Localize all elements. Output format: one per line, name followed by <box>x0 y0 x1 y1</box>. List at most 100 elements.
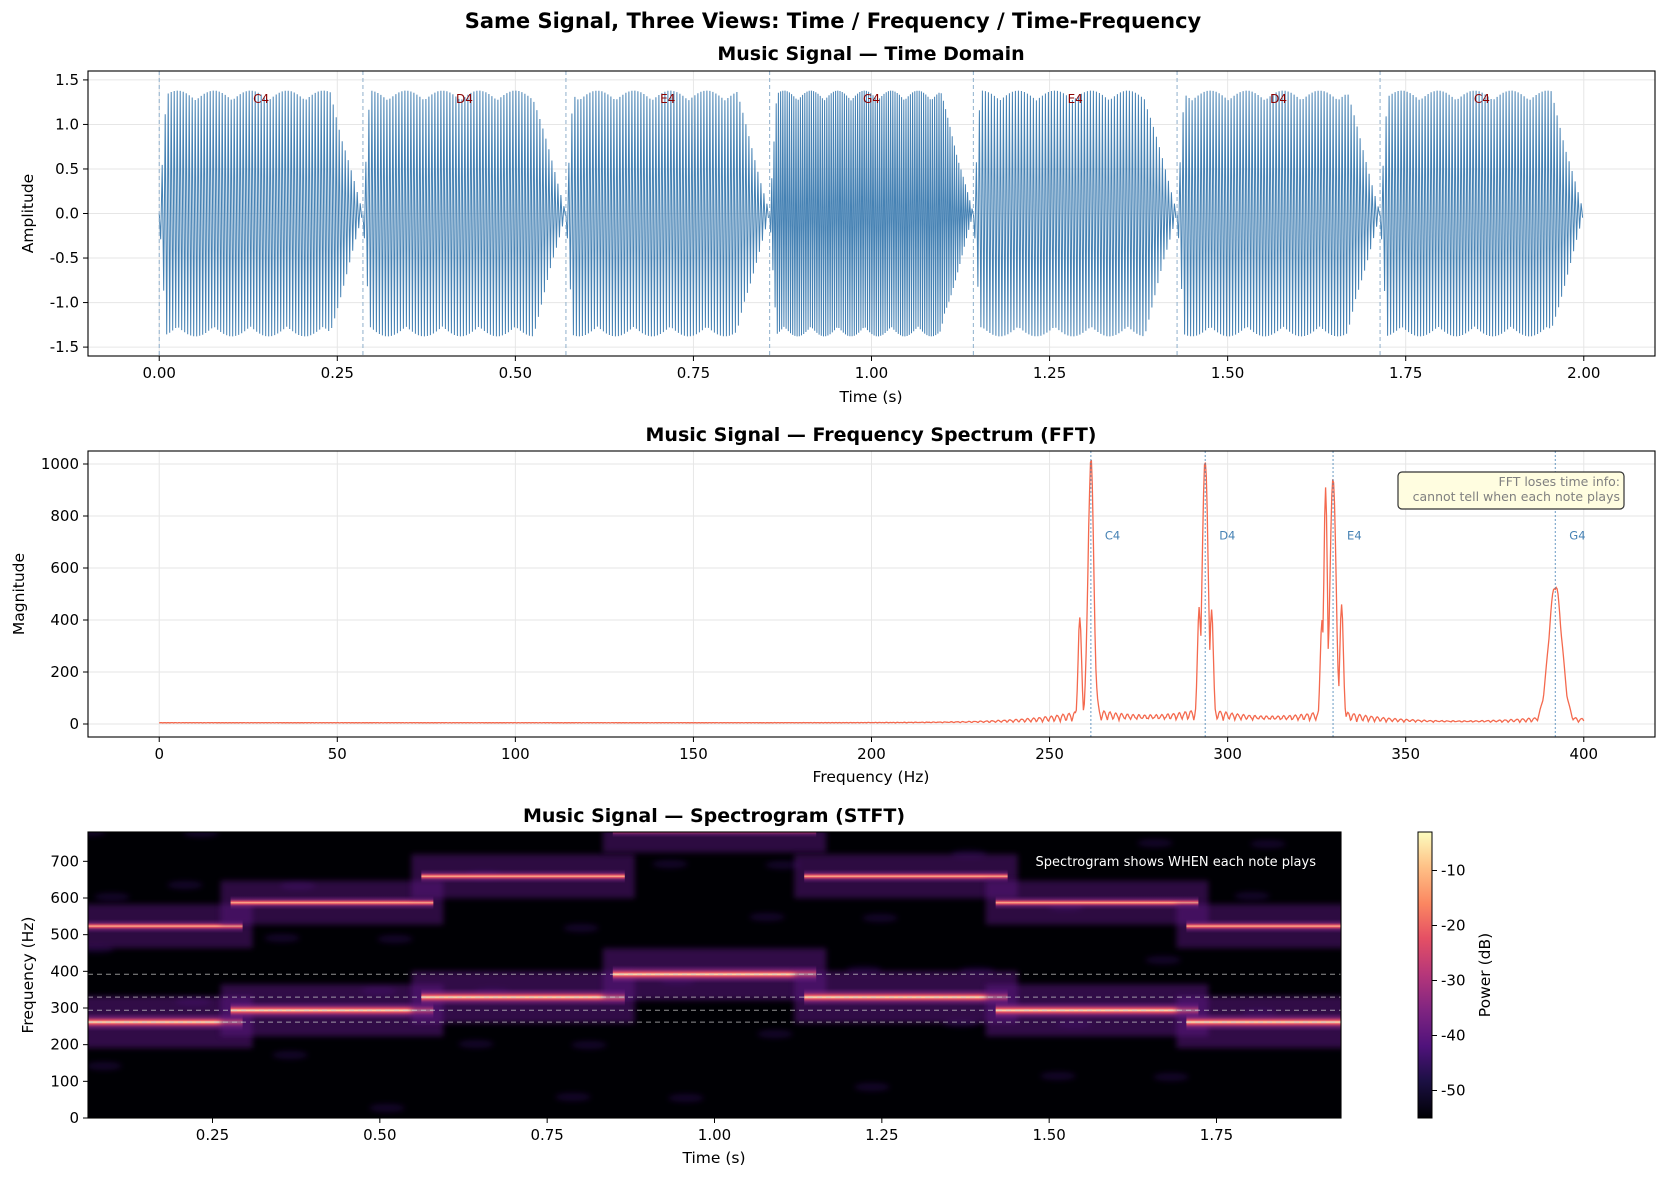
spectrogram-band-harmonic <box>230 895 434 910</box>
spectrogram-noise-blob <box>749 913 785 921</box>
fft-xtick-label: 0 <box>154 745 164 763</box>
fft-ylabel: Magnitude <box>10 553 28 635</box>
spectrogram-noise-blob <box>652 860 688 868</box>
time-domain-xlabel: Time (s) <box>838 388 902 406</box>
spectrogram-noise-blob <box>458 1040 494 1048</box>
fft-xtick-label: 350 <box>1391 745 1420 763</box>
spectrogram-ytick-label: 0 <box>69 1109 79 1127</box>
fft-ytick-label: 800 <box>50 507 79 525</box>
spectrogram-title: Music Signal — Spectrogram (STFT) <box>523 805 905 827</box>
spectrogram-xtick-label: 1.50 <box>1032 1126 1065 1144</box>
spectrogram-noise-blob <box>862 914 898 922</box>
spectrogram-noise-blob <box>88 1062 122 1070</box>
time-domain-ytick-label: -1.5 <box>50 338 79 356</box>
spectrogram-xtick-label: 0.25 <box>196 1126 229 1144</box>
note-label-c4: C4 <box>1474 92 1490 106</box>
spectrogram-noise-blob <box>563 924 599 932</box>
spectrogram-ytick-label: 400 <box>50 962 79 980</box>
waveform-note-c4 <box>158 90 363 337</box>
time-domain-title: Music Signal — Time Domain <box>717 43 1024 65</box>
fft-xlabel: Frequency (Hz) <box>813 768 930 786</box>
fft-panel: C4 D4 E4 G4 0 50 100 150 200 250 300 350 400 0 200 400… <box>10 424 1656 786</box>
waveform-note-c4 <box>1379 90 1584 337</box>
spectrogram-xlabel: Time (s) <box>681 1149 745 1167</box>
fft-peak-label-d4: D4 <box>1219 528 1235 542</box>
note-label-d4: D4 <box>1270 92 1287 106</box>
time-domain-ytick-label: -1.0 <box>50 294 79 312</box>
spectrogram-panel: 0.25 0.50 0.75 1.00 1.25 1.50 1.75 0 100 200 300 40… <box>19 805 1342 1167</box>
spectrogram-ytick-label: 500 <box>50 926 79 944</box>
time-domain-ytick-label: 0.5 <box>55 160 79 178</box>
time-domain-ytick-label: 0.0 <box>55 205 79 223</box>
spectrogram-noise-blob <box>1040 1072 1076 1080</box>
colorbar-tick-label: -30 <box>1441 972 1466 990</box>
waveform-note-d4 <box>362 90 566 337</box>
fft-ytick-label: 600 <box>50 559 79 577</box>
time-domain-ylabel: Amplitude <box>19 174 37 253</box>
spectrogram-noise-blob <box>765 861 801 869</box>
spectrogram-ylabel: Frequency (Hz) <box>19 917 37 1034</box>
fft-annotation-box: FFT loses time info: cannot tell when ea… <box>1397 471 1625 510</box>
colorbar-label: Power (dB) <box>1476 933 1494 1017</box>
fft-ytick-label: 200 <box>50 663 79 681</box>
fft-xtick-label: 150 <box>679 745 708 763</box>
spectrogram-band-harmonic <box>804 869 1008 884</box>
time-domain-xtick-label: 1.00 <box>855 364 888 382</box>
spectrogram-band-harmonic <box>612 832 817 838</box>
fft-spectrum-line <box>158 459 1585 724</box>
fft-peak-label-g4: G4 <box>1569 528 1585 542</box>
waveform-note-e4 <box>972 90 1177 337</box>
spectrogram-noise-blob <box>264 934 300 942</box>
spectrogram-xtick-label: 0.50 <box>363 1126 396 1144</box>
spectrogram-annotation: Spectrogram shows WHEN each note plays <box>1035 855 1316 870</box>
fft-ytick-label: 400 <box>50 611 79 629</box>
colorbar-gradient <box>1417 831 1433 1119</box>
fft-annotation-line1: FFT loses time info: <box>1499 474 1620 489</box>
spectrogram-noise-blob <box>571 1041 607 1049</box>
spectrogram-noise-blob <box>757 1030 793 1038</box>
spectrogram-noise-blob <box>1137 839 1173 847</box>
spectrogram-noise-blob <box>1234 892 1270 900</box>
time-domain-xtick-label: 1.50 <box>1211 364 1244 382</box>
spectrogram-ytick-label: 700 <box>50 852 79 870</box>
time-domain-xtick-label: 1.75 <box>1389 364 1422 382</box>
spectrogram-xtick-label: 0.75 <box>530 1126 563 1144</box>
colorbar-tick-label: -20 <box>1441 917 1466 935</box>
spectrogram-noise-blob <box>668 1094 704 1102</box>
fft-xtick-label: 50 <box>328 745 347 763</box>
time-domain-xtick-label: 0.75 <box>677 364 710 382</box>
spectrogram-noise-blob <box>183 832 219 837</box>
fft-peak-label-c4: C4 <box>1105 528 1120 542</box>
time-domain-panel: C4 D4 E4 G4 E4 D4 C4 0.00 0.25 0.50 0.75 1.00 1.25 1… <box>19 43 1656 406</box>
fft-xtick-label: 250 <box>1035 745 1064 763</box>
spectrogram-xtick-label: 1.75 <box>1200 1126 1233 1144</box>
spectrogram-ytick-label: 300 <box>50 999 79 1017</box>
spectrogram-noise-blob <box>94 893 130 901</box>
colorbar: -10 -20 -30 -40 -50 Power (dB) <box>1417 831 1494 1119</box>
spectrogram-noise-blob <box>854 1083 890 1091</box>
note-label-c4: C4 <box>253 92 269 106</box>
spectrogram-xtick-label: 1.25 <box>865 1126 898 1144</box>
fft-peak-label-e4: E4 <box>1347 528 1362 542</box>
spectrogram-band-fundamental <box>804 988 1008 1007</box>
time-domain-xtick-label: 0.00 <box>143 364 176 382</box>
spectrogram-noise-blob <box>272 1051 308 1059</box>
fft-title: Music Signal — Frequency Spectrum (FFT) <box>646 424 1097 446</box>
colorbar-tick-label: -50 <box>1441 1082 1466 1100</box>
spectrogram-noise-blob <box>369 1104 405 1112</box>
note-label-e4: E4 <box>1068 92 1083 106</box>
spectrogram-band-fundamental <box>88 1013 243 1032</box>
waveform-note-d4 <box>1176 90 1381 337</box>
fft-ytick-label: 1000 <box>41 455 79 473</box>
spectrogram-noise-blob <box>1145 956 1181 964</box>
spectrogram-ytick-label: 600 <box>50 889 79 907</box>
time-domain-xtick-label: 0.50 <box>499 364 532 382</box>
spectrogram-xtick-label: 1.00 <box>698 1126 731 1144</box>
note-label-e4: E4 <box>660 92 675 106</box>
spectrogram-noise-blob <box>88 832 106 836</box>
waveform-note-g4 <box>769 90 974 337</box>
fft-xtick-label: 100 <box>501 745 530 763</box>
spectrogram-band-harmonic <box>1186 919 1341 934</box>
fft-xtick-label: 400 <box>1569 745 1598 763</box>
